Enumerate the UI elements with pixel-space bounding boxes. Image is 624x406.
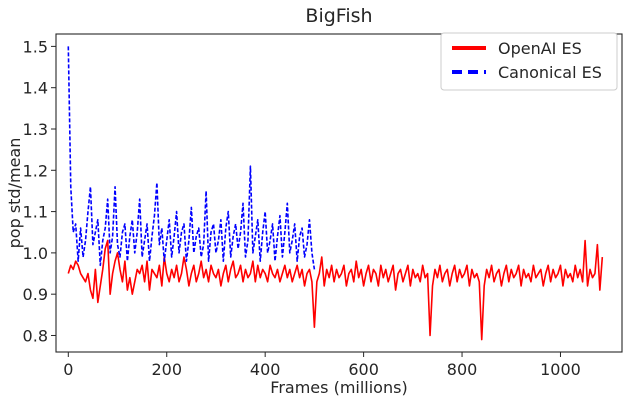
y-tick-label: 0.8 xyxy=(23,326,48,345)
x-axis-label: Frames (millions) xyxy=(270,378,407,397)
y-tick-label: 0.9 xyxy=(23,285,48,304)
legend: OpenAI ES Canonical ES xyxy=(440,32,618,91)
y-axis: 0.8 0.9 1.0 1.1 1.2 1.3 1.4 1.5 xyxy=(23,37,56,345)
x-tick-label: 200 xyxy=(151,360,182,379)
y-tick-label: 1.3 xyxy=(23,120,48,139)
x-tick-label: 400 xyxy=(250,360,281,379)
x-tick-label: 0 xyxy=(63,360,73,379)
chart-title: BigFish xyxy=(305,5,372,27)
series-layer xyxy=(67,46,604,341)
y-tick-label: 1.0 xyxy=(23,244,48,263)
legend-label-openai-es: OpenAI ES xyxy=(498,39,582,58)
x-tick-label: 600 xyxy=(348,360,379,379)
y-tick-label: 1.2 xyxy=(23,161,48,180)
x-tick-label: 800 xyxy=(447,360,478,379)
legend-label-canonical-es: Canonical ES xyxy=(498,63,602,82)
x-axis: 0 200 400 600 800 1000 xyxy=(63,352,581,379)
series-line-openai-es xyxy=(67,239,604,341)
y-axis-label: pop std/mean xyxy=(5,138,24,249)
y-tick-label: 1.4 xyxy=(23,79,48,98)
x-tick-label: 1000 xyxy=(540,360,581,379)
series-line-canonical-es xyxy=(67,46,316,270)
y-tick-label: 1.5 xyxy=(23,37,48,56)
y-tick-label: 1.1 xyxy=(23,203,48,222)
